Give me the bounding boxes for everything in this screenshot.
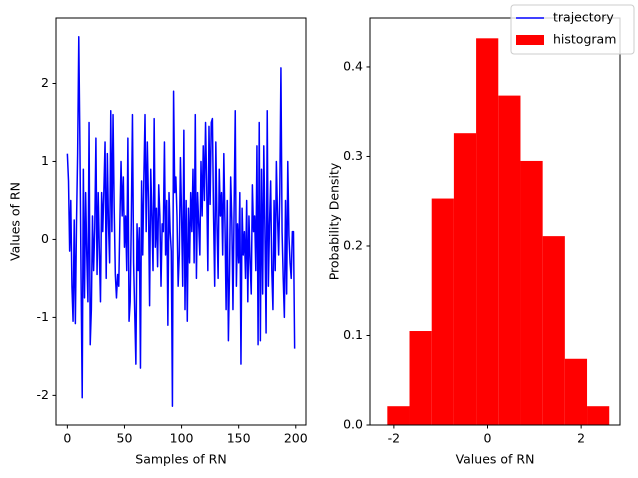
y-tick-label: 0.3 xyxy=(343,148,363,163)
x-axis-label: Samples of RN xyxy=(135,452,226,467)
histogram-bar xyxy=(431,198,454,425)
y-tick-label: -2 xyxy=(37,387,49,402)
x-tick-label: 150 xyxy=(227,431,251,446)
y-tick-label: 2 xyxy=(41,75,49,90)
histogram-bar xyxy=(587,406,610,425)
x-axis-label: Values of RN xyxy=(456,452,535,467)
y-tick-label: 0.4 xyxy=(343,58,363,73)
y-axis-label: Values of RN xyxy=(8,182,23,261)
histogram-bar xyxy=(453,133,477,426)
trajectory-line xyxy=(66,35,296,408)
legend-label: histogram xyxy=(553,32,616,47)
legend-label: trajectory xyxy=(553,10,614,25)
histogram-bar xyxy=(476,38,499,426)
histogram-bar xyxy=(520,160,543,425)
y-tick-label: 1 xyxy=(41,153,49,168)
y-tick-label: 0 xyxy=(41,231,49,246)
x-tick-label: 2 xyxy=(577,431,585,446)
y-tick-label: -1 xyxy=(37,309,49,324)
y-tick-label: 0.1 xyxy=(343,327,363,342)
x-tick-label: 100 xyxy=(170,431,194,446)
x-tick-label: 0 xyxy=(63,431,71,446)
x-tick-label: 200 xyxy=(284,431,308,446)
x-tick-label: -2 xyxy=(388,431,400,446)
y-tick-label: 0.0 xyxy=(343,417,363,432)
y-tick-label: 0.2 xyxy=(343,237,363,252)
x-tick-label: 50 xyxy=(117,431,133,446)
axes-frame xyxy=(55,17,307,426)
x-tick-label: 0 xyxy=(484,431,492,446)
histogram-bar xyxy=(409,331,432,425)
legend: trajectory histogram xyxy=(510,4,635,55)
histogram-bar xyxy=(387,406,410,425)
histogram-bar xyxy=(542,236,565,425)
legend-swatch xyxy=(516,35,544,45)
axes-frame xyxy=(369,17,621,426)
histogram-bar xyxy=(498,95,521,425)
histogram-bar xyxy=(564,358,588,425)
y-axis-label: Probability Density xyxy=(327,162,342,280)
